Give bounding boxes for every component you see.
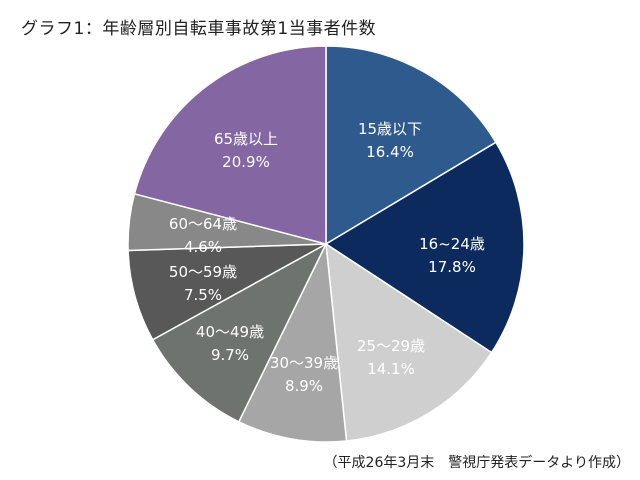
- slice-value-label: 9.7%: [211, 346, 249, 364]
- slice-value-label: 7.5%: [184, 286, 222, 304]
- slice-category-label: 60〜64歳: [169, 215, 237, 233]
- slice-category-label: 25〜29歳: [357, 337, 425, 355]
- slice-value-label: 14.1%: [367, 360, 415, 378]
- pie-slice: [237, 241, 348, 443]
- pie-slice: [133, 45, 327, 245]
- pie-slice: [325, 242, 493, 442]
- pie-slice: [151, 242, 328, 423]
- source-note: （平成26年3月末 警視庁発表データより作成）: [323, 455, 630, 471]
- slice-value-label: 4.6%: [184, 238, 222, 256]
- slice-value-label: 17.8%: [428, 258, 476, 276]
- slice-category-label: 40〜49歳: [196, 323, 264, 341]
- slice-category-label: 65歳以上: [214, 130, 278, 148]
- chart-title: グラフ1：年齢層別自転車事故第1当事者件数: [21, 19, 377, 39]
- slice-category-label: 16~24歳: [419, 235, 485, 253]
- slice-value-label: 20.9%: [222, 153, 270, 171]
- slice-value-label: 8.9%: [285, 377, 323, 395]
- slice-category-label: 15歳以下: [358, 120, 422, 138]
- slice-category-label: 50〜59歳: [169, 263, 237, 281]
- slice-value-label: 16.4%: [366, 143, 414, 161]
- pie-slice: [325, 45, 497, 246]
- slice-category-label: 30〜39歳: [270, 354, 338, 372]
- pie-slice: [324, 141, 525, 354]
